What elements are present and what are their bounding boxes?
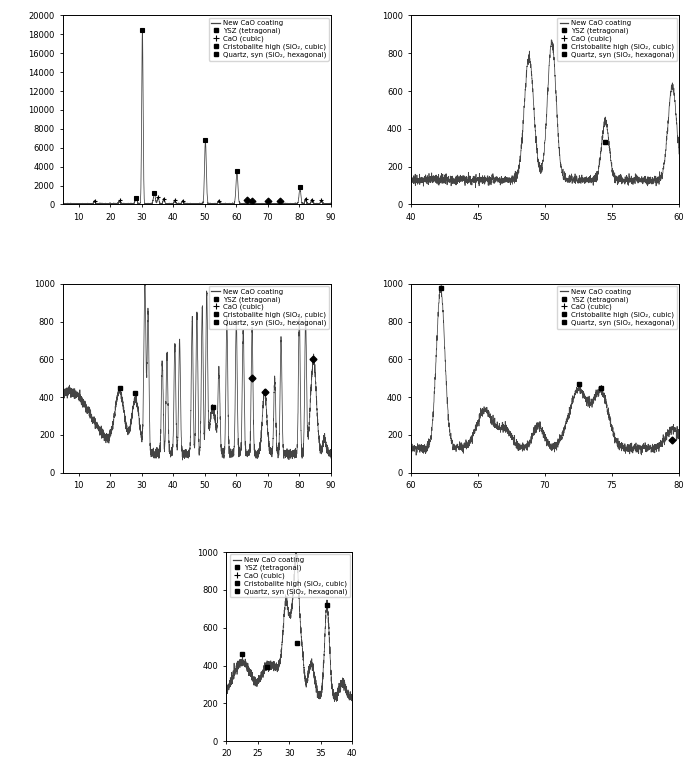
Legend: New CaO coating, YSZ (tetragonal), CaO (cubic), Cristobalite high (SiO₂, cubic),: New CaO coating, YSZ (tetragonal), CaO (…: [209, 18, 329, 61]
Legend: New CaO coating, YSZ (tetragonal), CaO (cubic), Cristobalite high (SiO₂, cubic),: New CaO coating, YSZ (tetragonal), CaO (…: [230, 554, 350, 598]
Legend: New CaO coating, YSZ (tetragonal), CaO (cubic), Cristobalite high (SiO₂, cubic),: New CaO coating, YSZ (tetragonal), CaO (…: [557, 18, 677, 61]
Legend: New CaO coating, YSZ (tetragonal), CaO (cubic), Cristobalite high (SiO₂, cubic),: New CaO coating, YSZ (tetragonal), CaO (…: [209, 286, 329, 329]
Legend: New CaO coating, YSZ (tetragonal), CaO (cubic), Cristobalite high (SiO₂, cubic),: New CaO coating, YSZ (tetragonal), CaO (…: [557, 286, 677, 329]
